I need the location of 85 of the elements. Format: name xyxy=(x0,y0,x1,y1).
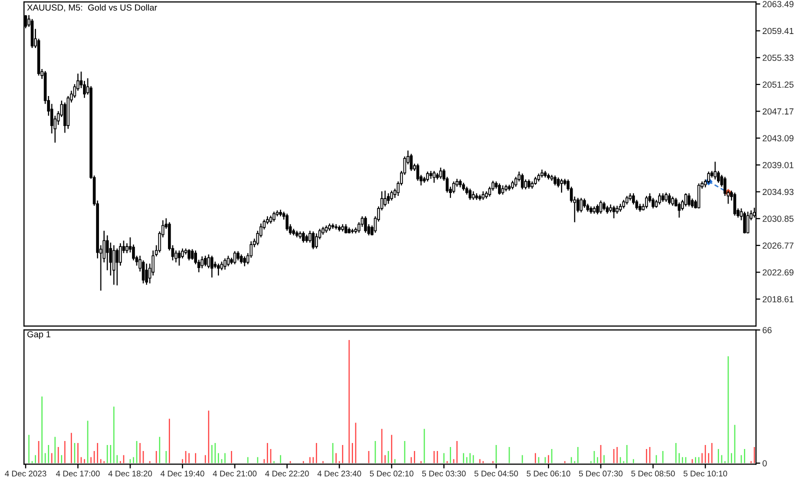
candlestick xyxy=(217,263,220,276)
candlestick xyxy=(432,170,436,184)
candlestick xyxy=(678,202,681,218)
candlestick xyxy=(344,224,348,234)
y-tick-label: 2018.61 xyxy=(762,296,794,302)
candlestick xyxy=(527,178,530,190)
x-tick-label: 5 Dec 04:50 xyxy=(474,470,518,476)
x-tick-label: 5 Dec 07:30 xyxy=(579,470,623,476)
y-tick-label: 0 xyxy=(762,460,767,466)
candlestick xyxy=(707,171,710,184)
x-tick-label: 5 Dec 03:30 xyxy=(422,470,466,476)
candlestick xyxy=(671,196,674,206)
candlestick xyxy=(178,250,181,266)
x-tick-label: 5 Dec 02:10 xyxy=(370,470,414,476)
chart-title: XAUUSD, M5: Gold vs US Dollar xyxy=(27,4,158,12)
candlestick xyxy=(384,190,387,207)
candlestick xyxy=(364,216,367,234)
candlestick xyxy=(204,255,207,267)
candlestick xyxy=(315,232,318,250)
y-tick-label: 2030.85 xyxy=(762,216,794,222)
candlestick xyxy=(580,197,583,213)
candlestick xyxy=(112,244,116,286)
candlestick xyxy=(145,263,148,286)
candlestick xyxy=(243,256,246,267)
y-tick-label: 2051.25 xyxy=(762,82,794,88)
candlestick xyxy=(236,250,240,261)
candlestick xyxy=(714,161,717,180)
candlestick xyxy=(390,190,394,202)
y-tick-label: 2059.41 xyxy=(762,28,794,34)
candlestick xyxy=(664,192,668,202)
candlestick xyxy=(632,192,635,206)
candlestick xyxy=(652,197,654,209)
candlestick xyxy=(554,174,556,186)
x-tick-label: 5 Dec 10:10 xyxy=(684,470,728,476)
candlestick xyxy=(498,182,501,196)
candlestick xyxy=(439,167,442,180)
candlestick xyxy=(286,213,288,232)
candlestick xyxy=(240,254,243,264)
x-tick-label: 5 Dec 08:50 xyxy=(631,470,675,476)
candlestick xyxy=(668,192,671,206)
y-tick-label: 2055.33 xyxy=(762,54,794,61)
y-tick-label: 2063.49 xyxy=(762,1,794,8)
candlestick xyxy=(63,102,66,134)
candlestick xyxy=(746,211,750,234)
candlestick xyxy=(210,255,214,278)
candlestick xyxy=(684,192,688,207)
candlestick xyxy=(200,256,204,269)
candlestick xyxy=(743,211,746,234)
candlestick xyxy=(302,230,305,244)
y-tick-label: 2039.01 xyxy=(762,162,794,168)
x-tick-label: 5 Dec 06:10 xyxy=(526,470,570,476)
candlestick xyxy=(386,192,390,204)
candlestick xyxy=(612,205,616,219)
y-tick-label: 2047.17 xyxy=(762,108,794,115)
candlestick xyxy=(207,254,210,269)
candlestick xyxy=(560,178,563,194)
x-tick-label: 4 Dec 23:40 xyxy=(317,470,362,476)
candlestick xyxy=(116,248,119,286)
y-tick-label: 66 xyxy=(762,327,772,334)
y-tick-label: 2022.69 xyxy=(762,269,794,276)
x-tick-label: 4 Dec 19:40 xyxy=(160,470,204,476)
candlestick xyxy=(524,178,528,190)
candlestick xyxy=(688,192,690,207)
y-tick-label: 2043.09 xyxy=(762,135,794,142)
x-tick-label: 4 Dec 2023 xyxy=(4,470,46,476)
candlestick xyxy=(468,188,472,200)
x-tick-label: 4 Dec 21:00 xyxy=(212,470,257,476)
x-tick-label: 4 Dec 18:20 xyxy=(108,470,152,476)
x-tick-label: 4 Dec 17:00 xyxy=(56,470,100,476)
y-tick-label: 2026.77 xyxy=(762,242,794,249)
candlestick xyxy=(520,173,524,190)
chart-title: Gap 1 xyxy=(27,331,50,340)
candlestick xyxy=(188,248,190,261)
candlestick xyxy=(272,211,276,222)
candlestick xyxy=(224,258,226,270)
candlestick xyxy=(690,198,694,208)
candlestick xyxy=(596,204,599,215)
y-tick-label: 2034.93 xyxy=(762,188,794,196)
candlestick xyxy=(645,195,648,209)
candlestick xyxy=(308,230,312,244)
candlestick xyxy=(426,171,430,182)
x-tick-label: 4 Dec 22:20 xyxy=(265,470,309,476)
candlestick xyxy=(658,192,662,206)
candlestick xyxy=(190,248,194,260)
candlestick xyxy=(583,198,586,208)
